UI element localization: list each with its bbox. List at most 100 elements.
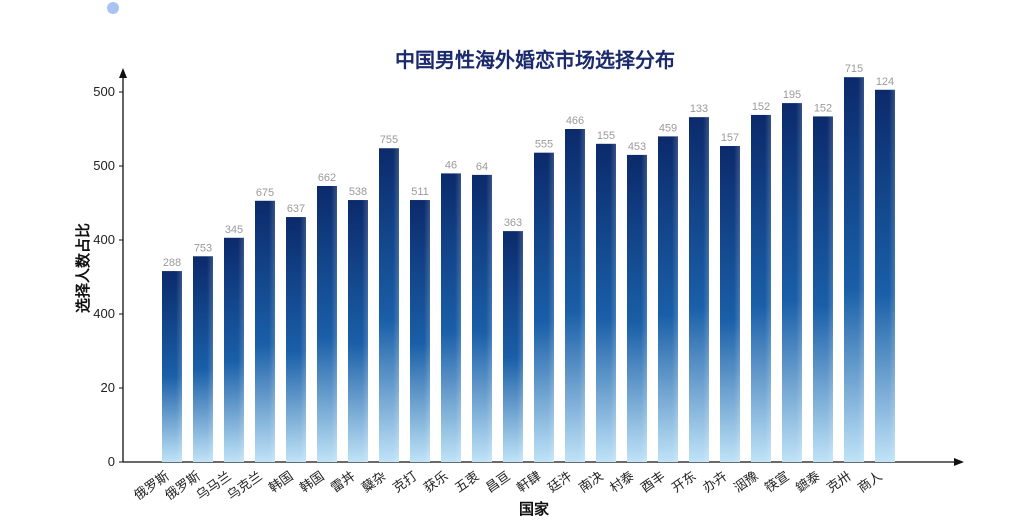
bar-value-label: 64 [476, 161, 488, 173]
bar-value-label: 459 [659, 122, 677, 134]
bar-sheen [441, 173, 461, 462]
bar-sheen [348, 200, 368, 463]
bar-value-label: 538 [349, 186, 367, 198]
bar-group [410, 200, 430, 463]
bar-value-label: 453 [628, 141, 646, 153]
bar-group [596, 143, 616, 463]
bar-sheen [596, 143, 616, 463]
bar-value-label: 662 [318, 172, 336, 184]
bar-sheen [379, 148, 399, 463]
bar-value-label: 157 [721, 132, 739, 144]
x-tick-label: 酉丰 [638, 469, 668, 496]
x-tick-label: 办卉 [700, 469, 730, 496]
x-tick-label: 村泰 [607, 469, 637, 496]
bar-sheen [627, 154, 647, 462]
bar-group [348, 200, 368, 463]
x-tick-label: 商人 [855, 469, 885, 496]
bar-group [844, 77, 864, 462]
x-tick-label: 韩国 [266, 469, 296, 496]
bar-value-label: 511 [411, 186, 429, 198]
bar-sheen [813, 116, 833, 463]
bar-group [255, 200, 275, 462]
bar-group [503, 231, 523, 462]
x-tick-label: 俄罗斯 [163, 469, 204, 504]
bar-value-label: 715 [845, 63, 863, 75]
y-tick-label: 400 [93, 306, 115, 321]
bar-value-label: 152 [814, 102, 832, 114]
bar-sheen [503, 231, 523, 462]
bar-value-label: 675 [256, 187, 274, 199]
bar-group [441, 173, 461, 462]
bar-value-label: 133 [690, 103, 708, 115]
chart-title: 中国男性海外婚恋市场选择分布 [395, 48, 675, 72]
x-tick-label: 南决 [576, 468, 606, 496]
bar-value-label: 155 [597, 130, 615, 142]
x-tick-label: 克卅 [824, 469, 854, 496]
x-tick-label: 鏣泰 [793, 469, 823, 496]
bar-group [875, 89, 895, 462]
bar-value-label: 288 [163, 257, 181, 269]
x-tick-label: 克打 [390, 469, 420, 496]
bar-group [720, 146, 740, 462]
y-tick-label: 500 [93, 84, 115, 99]
x-tick-label: 筷宣 [762, 468, 792, 496]
y-tick-label: 400 [93, 232, 115, 247]
bar-sheen [875, 89, 895, 462]
x-tick-label: 洇豫 [731, 469, 761, 496]
bar-sheen [162, 271, 182, 462]
bar-sheen [782, 103, 802, 462]
x-tick-label: 乌马兰 [193, 468, 234, 503]
bar-group [751, 114, 771, 462]
bar-group [658, 136, 678, 462]
bar-group [162, 271, 182, 462]
x-axis-label: 国家 [519, 500, 549, 518]
bar-sheen [689, 117, 709, 462]
bar-value-label: 195 [783, 89, 801, 101]
bar-group [286, 217, 306, 462]
bar-value-label: 755 [380, 134, 398, 146]
bar-value-label: 555 [535, 139, 553, 151]
bar-sheen [720, 146, 740, 462]
bar-group [379, 148, 399, 463]
bar-sheen [193, 256, 213, 462]
bar-sheen [286, 217, 306, 462]
bar-group [224, 237, 244, 462]
bar-sheen [317, 185, 337, 463]
bar-group [193, 256, 213, 462]
x-tick-label: 軒肆 [514, 469, 544, 496]
bar-sheen [224, 237, 244, 462]
x-tick-label: 开东 [669, 469, 699, 496]
bar-sheen [565, 129, 585, 462]
bar-value-label: 466 [566, 115, 584, 127]
bar-sheen [844, 77, 864, 462]
decorative-dot [107, 2, 119, 14]
bar-sheen [658, 136, 678, 462]
bar-sheen [534, 152, 554, 462]
bar-value-label: 345 [225, 224, 243, 236]
y-axis-label: 选择人数占比 [74, 223, 92, 313]
x-tick-label: 韩国 [297, 469, 327, 496]
y-axis-arrow [119, 68, 127, 78]
bar-group [565, 129, 585, 462]
x-tick-label: 廷汼 [545, 469, 575, 496]
bar-sheen [255, 200, 275, 462]
y-tick-label: 0 [108, 454, 115, 469]
bar-group [317, 185, 337, 463]
bar-value-label: 363 [504, 217, 522, 229]
x-tick-label: 五衷 [452, 468, 482, 496]
bar-value-label: 152 [752, 101, 770, 113]
bar-value-label: 637 [287, 203, 305, 215]
x-tick-label: 俄罗斯 [132, 469, 173, 504]
bar-sheen [410, 200, 430, 463]
x-tick-label: 昌亘 [483, 469, 513, 496]
bar-sheen [472, 174, 492, 462]
bar-group [534, 152, 554, 462]
x-tick-label: 糵杂 [359, 468, 389, 496]
bar-value-label: 124 [876, 76, 894, 88]
bar-group [782, 103, 802, 462]
x-tick-label: 获乐 [421, 469, 451, 496]
bar-group [689, 117, 709, 462]
y-tick-label: 500 [93, 158, 115, 173]
